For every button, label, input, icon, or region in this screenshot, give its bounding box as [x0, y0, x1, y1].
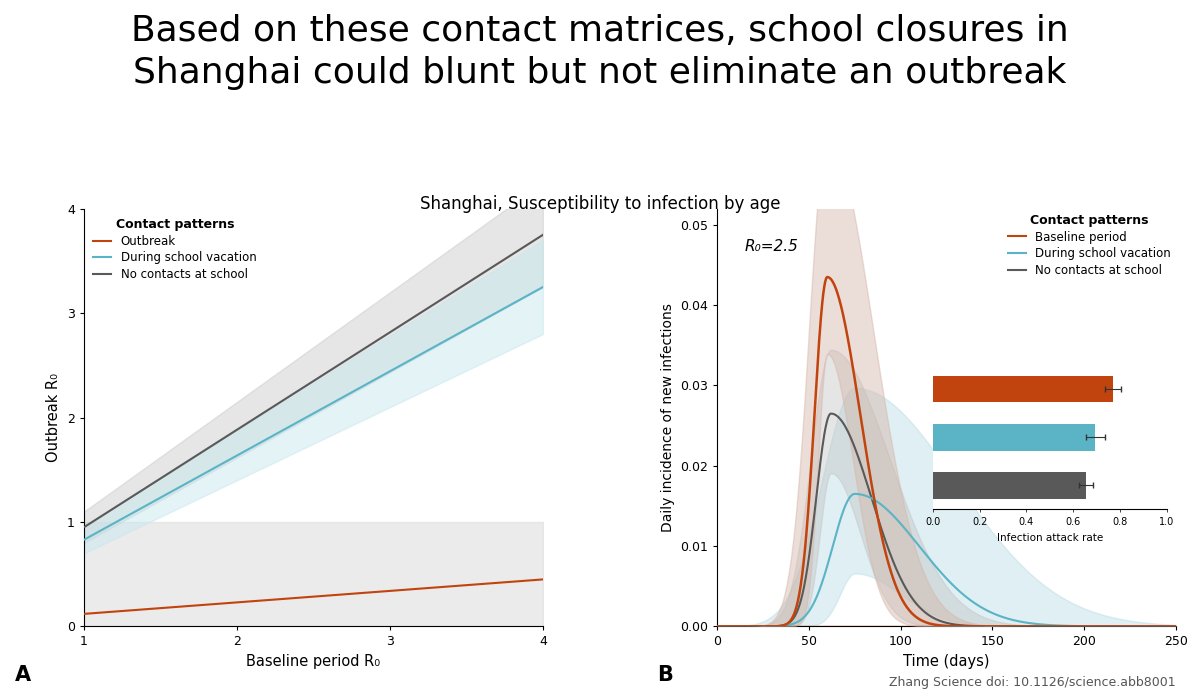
X-axis label: Baseline period R₀: Baseline period R₀ [246, 654, 380, 669]
Text: B: B [658, 665, 673, 685]
Text: Zhang Science doi: 10.1126/science.abb8001: Zhang Science doi: 10.1126/science.abb80… [889, 676, 1176, 689]
Y-axis label: Daily incidence of new infections: Daily incidence of new infections [660, 303, 674, 532]
Legend: Baseline period, During school vacation, No contacts at school: Baseline period, During school vacation,… [1004, 210, 1175, 280]
Legend: Outbreak, During school vacation, No contacts at school: Outbreak, During school vacation, No con… [90, 214, 260, 285]
Y-axis label: Outbreak R₀: Outbreak R₀ [47, 373, 61, 462]
Text: Shanghai, Susceptibility to infection by age: Shanghai, Susceptibility to infection by… [420, 195, 780, 213]
Text: Based on these contact matrices, school closures in
Shanghai could blunt but not: Based on these contact matrices, school … [131, 14, 1069, 90]
Text: A: A [16, 665, 31, 685]
Text: R₀=2.5: R₀=2.5 [745, 239, 798, 253]
X-axis label: Time (days): Time (days) [904, 654, 990, 669]
